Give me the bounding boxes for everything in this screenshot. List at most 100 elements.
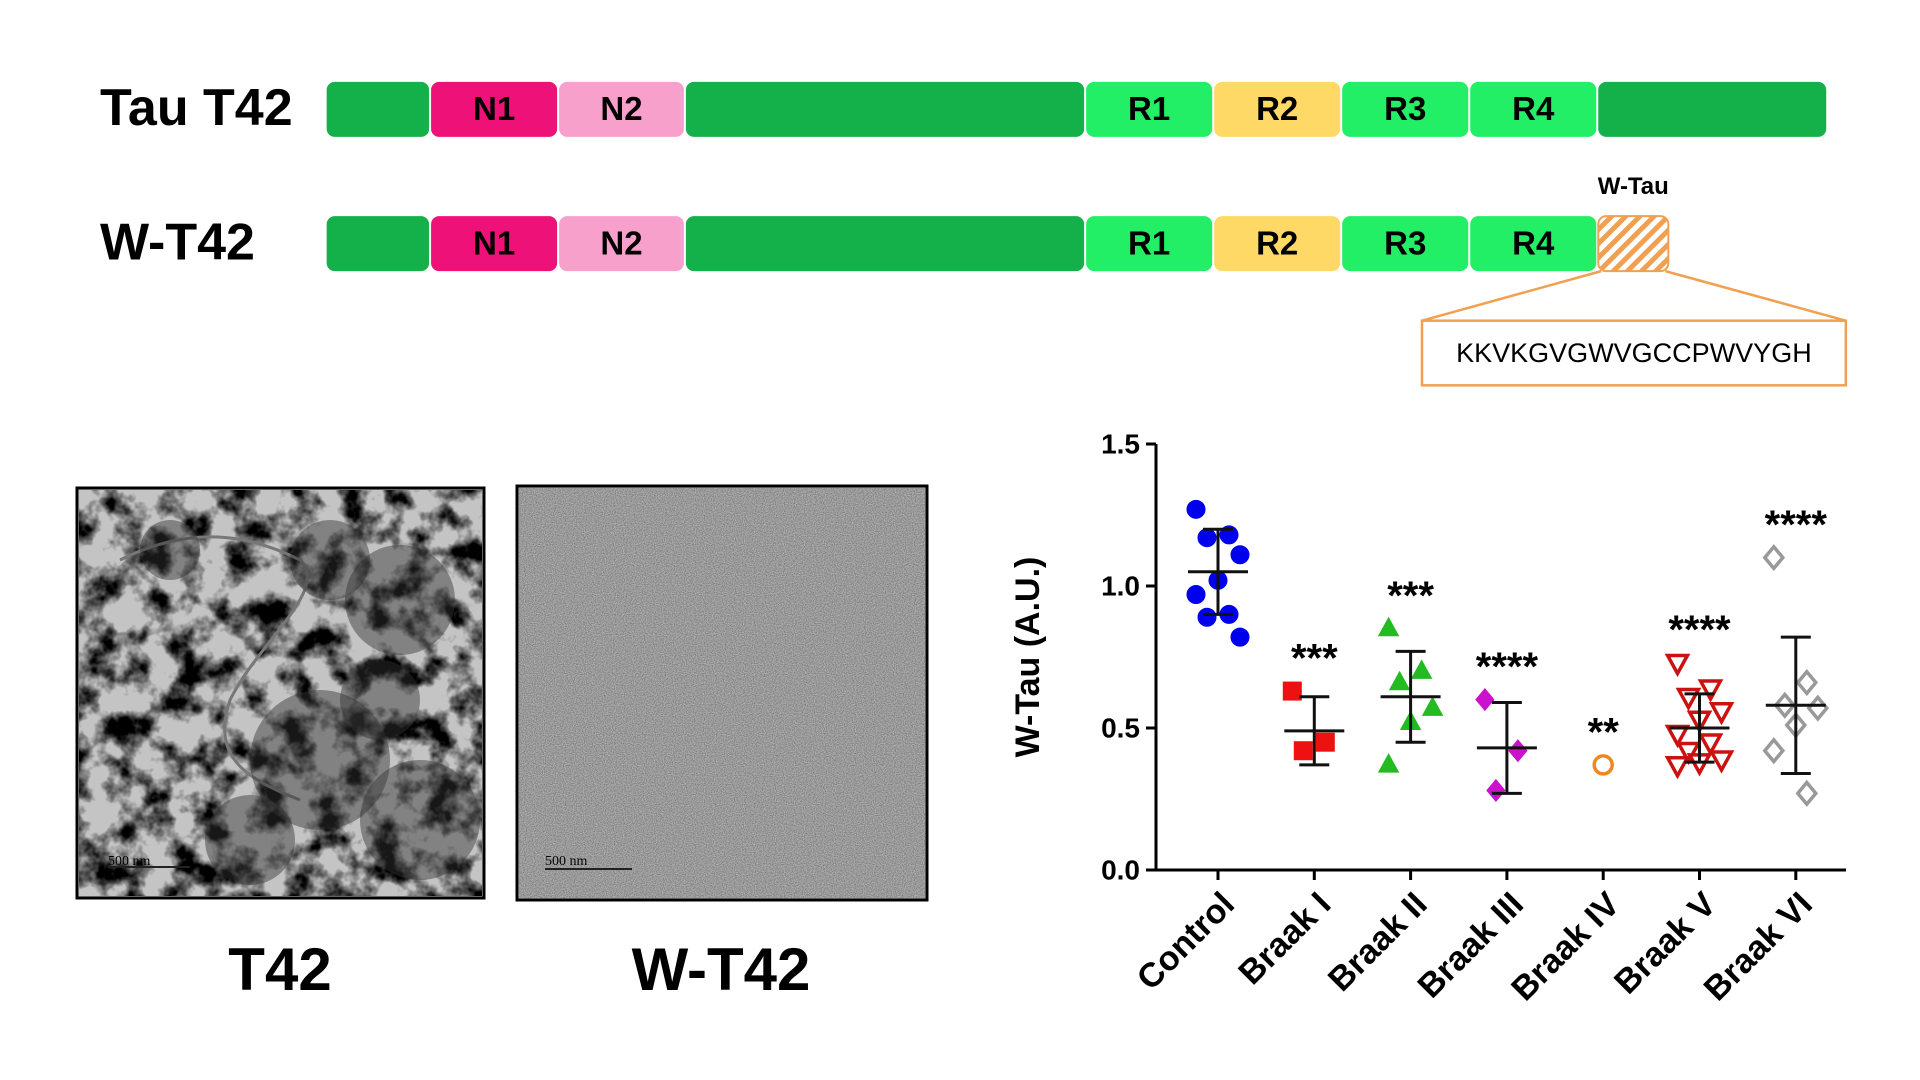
data-point (1795, 779, 1819, 807)
domain-label: N1 (473, 224, 515, 261)
x-tick-label: Braak VI (1697, 885, 1820, 1008)
row-label: W-T42 (100, 213, 255, 271)
data-point (1197, 607, 1217, 627)
aggregate (340, 660, 420, 740)
data-point (1508, 739, 1528, 763)
domain (1342, 216, 1469, 272)
data-point (1592, 754, 1614, 776)
aggregate (140, 520, 200, 580)
domain (559, 216, 684, 272)
domain (431, 81, 558, 137)
data-point (1293, 741, 1313, 761)
x-tick-label: Braak IV (1504, 885, 1627, 1008)
aggregate (250, 690, 390, 830)
data-point (1486, 778, 1506, 803)
micrograph-texture (79, 490, 482, 896)
domain-label: R2 (1256, 224, 1298, 261)
micrograph-label: T42 (228, 936, 331, 1003)
data-point (1282, 681, 1302, 701)
data-point (1230, 545, 1250, 565)
tag-domain (1597, 215, 1670, 273)
fibril (119, 535, 309, 802)
data-point (1421, 696, 1444, 716)
domain-label: N2 (600, 224, 642, 261)
domain (1086, 216, 1213, 272)
data-point (1315, 732, 1335, 752)
domain (1214, 81, 1341, 137)
micrographs: T42 500 nm W-T42 500 nm (75, 484, 929, 1003)
domain-label: R4 (1512, 224, 1555, 261)
domain-diagram: Tau T42 N1 N2 R1 R2 R3 R4 W-T42 N1 N2 R1 R2 R3 R4 W-Ta… (100, 79, 1848, 387)
data-point (1806, 694, 1830, 722)
micrograph-label: W-T42 (632, 936, 811, 1003)
data-point (1664, 755, 1691, 780)
significance: *** (1387, 574, 1434, 618)
data-point (1762, 544, 1786, 572)
significance: *** (1291, 637, 1338, 681)
scale-bar-label: 500 nm (108, 854, 151, 869)
domain-label: R1 (1128, 90, 1170, 127)
domain (1214, 216, 1341, 272)
data-point (1388, 670, 1411, 691)
domain-label: R3 (1384, 90, 1426, 127)
domain (1470, 81, 1597, 137)
data-point (1795, 669, 1819, 697)
x-tick-label: Control (1130, 885, 1242, 997)
data-point (1664, 724, 1691, 749)
sequence: KKVKGVGWVGCCPWVYGH (1456, 338, 1812, 368)
row-label: Tau T42 (100, 79, 293, 137)
domain (1342, 81, 1469, 137)
y-axis-label: W-Tau (A.U.) (1009, 557, 1047, 758)
y-tick-label: 1.0 (1101, 570, 1140, 601)
y-tick-label: 1.5 (1101, 428, 1140, 459)
domain (685, 81, 1085, 137)
domain (1470, 216, 1597, 272)
domain-label: N2 (600, 90, 642, 127)
aggregate (345, 545, 455, 655)
domain-label: N1 (473, 90, 515, 127)
aggregate (290, 520, 370, 600)
data-point (1697, 679, 1724, 703)
data-point (1475, 688, 1495, 712)
data-point (1410, 659, 1433, 679)
connector (1421, 269, 1847, 322)
aggregate (205, 795, 295, 885)
domain (559, 81, 684, 137)
domain (1598, 81, 1827, 137)
domain (1086, 81, 1213, 137)
domain-label: R3 (1384, 224, 1426, 261)
data-point (1697, 733, 1724, 757)
tag-label: W-Tau (1598, 173, 1669, 200)
y-tick-label: 0.0 (1101, 854, 1140, 885)
y-tick-label: 0.5 (1101, 712, 1140, 743)
data-point (1197, 528, 1217, 548)
data-point (1675, 741, 1702, 766)
aggregate (360, 760, 480, 880)
data-point (1664, 653, 1691, 678)
significance: ** (1588, 710, 1620, 754)
data-point (1675, 687, 1702, 712)
sequence-box (1420, 319, 1848, 387)
domain (685, 216, 1085, 272)
data-point (1186, 499, 1206, 519)
significance: **** (1668, 608, 1731, 652)
x-tick-label: Braak I (1231, 885, 1338, 992)
significance: **** (1476, 645, 1539, 689)
scale-bar-label: 500 nm (545, 854, 588, 869)
domain (326, 216, 430, 272)
data-point (1377, 616, 1400, 637)
data-point (1186, 585, 1206, 605)
data-point (1708, 750, 1735, 774)
domain-label: R2 (1256, 90, 1298, 127)
micrograph-texture (519, 488, 925, 898)
data-point (1708, 702, 1735, 726)
data-point (1377, 753, 1400, 773)
data-point (1230, 627, 1250, 647)
domain (326, 81, 430, 137)
significance: **** (1765, 503, 1828, 547)
domain-label: R1 (1128, 224, 1170, 261)
data-point (1762, 737, 1786, 765)
domain (431, 216, 558, 272)
